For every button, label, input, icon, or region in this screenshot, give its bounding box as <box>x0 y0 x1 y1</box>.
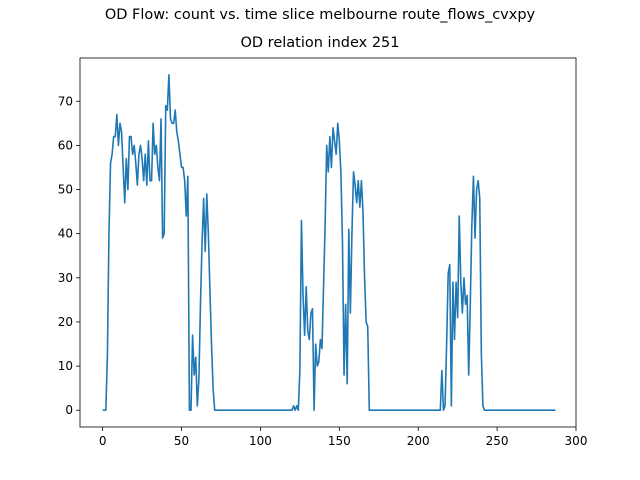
x-tick-label: 200 <box>407 434 430 448</box>
y-tick-label: 30 <box>58 271 73 285</box>
plot-frame <box>79 57 577 428</box>
x-tick-label: 300 <box>565 434 588 448</box>
chart-title: OD relation index 251 <box>240 35 400 51</box>
x-tick-label: 100 <box>249 434 272 448</box>
series-line-0 <box>102 73 556 412</box>
plot-area <box>80 58 576 427</box>
x-tick-label: 150 <box>328 434 351 448</box>
figure-suptitle: OD Flow: count vs. time slice melbourne … <box>104 7 536 23</box>
y-tick-label: 70 <box>58 94 73 108</box>
x-tick-label: 50 <box>174 434 189 448</box>
x-tick-label: 250 <box>486 434 509 448</box>
y-tick-label: 20 <box>58 315 73 329</box>
y-tick-label: 60 <box>58 138 73 152</box>
x-tick-label: 0 <box>99 434 107 448</box>
y-tick-label: 40 <box>58 227 73 241</box>
y-tick-label: 10 <box>58 359 73 373</box>
y-tick-label: 50 <box>58 183 73 197</box>
y-tick-label: 0 <box>65 403 73 417</box>
